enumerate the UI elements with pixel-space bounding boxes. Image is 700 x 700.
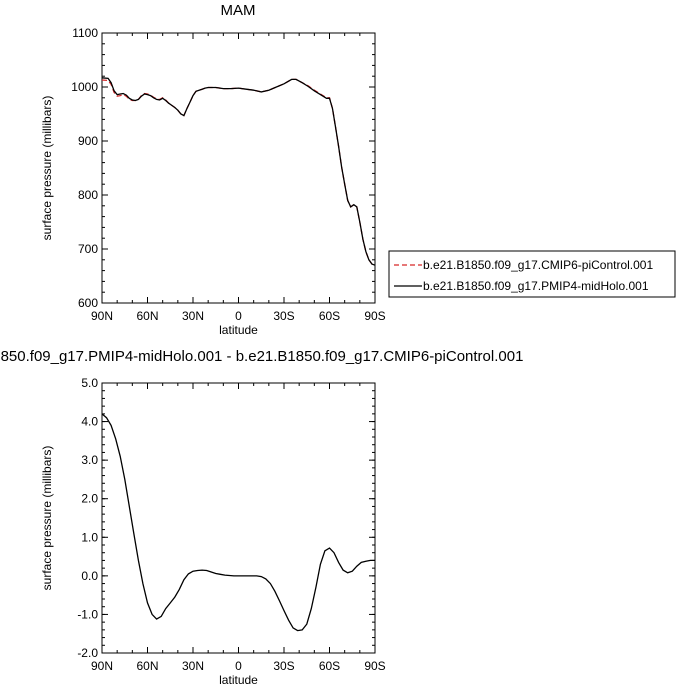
bottom-chart-title: 850.f09_g17.PMIP4-midHolo.001 - b.e21.B1… [1, 348, 524, 365]
series-line-1 [101, 77, 376, 266]
y-tick-label: -2.0 [77, 646, 98, 660]
legend: b.e21.B1850.f09_g17.CMIP6-piControl.001 … [388, 250, 676, 298]
y-tick-label: 0.0 [81, 569, 98, 583]
x-tick-label: 0 [235, 309, 242, 323]
y-tick-label: 3.0 [81, 453, 98, 467]
y-axis-label: surface pressure (millibars) [40, 96, 54, 241]
y-tick-label: 800 [78, 188, 98, 202]
plot-frame [101, 382, 376, 654]
plot-frame [101, 32, 376, 304]
x-tick-label: 0 [235, 659, 242, 673]
x-tick-label: 90N [91, 309, 113, 323]
x-tick-label: 90S [364, 309, 385, 323]
legend-label-midholo: b.e21.B1850.f09_g17.PMIP4-midHolo.001 [423, 279, 649, 293]
x-tick-label: 60S [319, 309, 340, 323]
y-tick-label: -1.0 [77, 607, 98, 621]
y-tick-label: 1100 [72, 26, 98, 40]
legend-box [388, 250, 676, 298]
legend-label-control: b.e21.B1850.f09_g17.CMIP6-piControl.001 [423, 258, 653, 272]
x-tick-label: 60N [136, 309, 158, 323]
x-tick-label: 60N [136, 659, 158, 673]
y-tick-label: 4.0 [81, 415, 98, 429]
y-axis-label: surface pressure (millibars) [40, 446, 54, 591]
x-tick-label: 90S [364, 659, 385, 673]
x-tick-label: 30S [273, 309, 294, 323]
y-tick-label: 900 [78, 134, 98, 148]
x-tick-label: 60S [319, 659, 340, 673]
y-tick-label: 1.0 [81, 530, 98, 544]
x-tick-label: 30S [273, 659, 294, 673]
y-tick-label: 600 [78, 296, 98, 310]
y-tick-label: 1000 [71, 80, 98, 94]
y-tick-label: 700 [78, 242, 98, 256]
top-chart-panel: 90N 60N 30N 0 30S 60S 90S 600 700 800 900 1000 1100 l… [40, 26, 386, 337]
series-line-0 [101, 78, 376, 266]
series-line-0 [101, 413, 375, 632]
x-axis-label: latitude [219, 323, 258, 337]
y-tick-label: 2.0 [81, 492, 98, 506]
x-tick-label: 30N [182, 659, 204, 673]
x-tick-label: 90N [91, 659, 113, 673]
x-axis-label: latitude [219, 673, 258, 687]
bottom-chart-panel: 90N 60N 30N 0 30S 60S 90S -2.0 -1.0 0.0 1.0 2.0 3.0 4… [40, 376, 386, 687]
x-tick-label: 30N [182, 309, 204, 323]
top-chart-title: MAM [221, 2, 256, 19]
y-tick-label: 5.0 [81, 376, 98, 390]
